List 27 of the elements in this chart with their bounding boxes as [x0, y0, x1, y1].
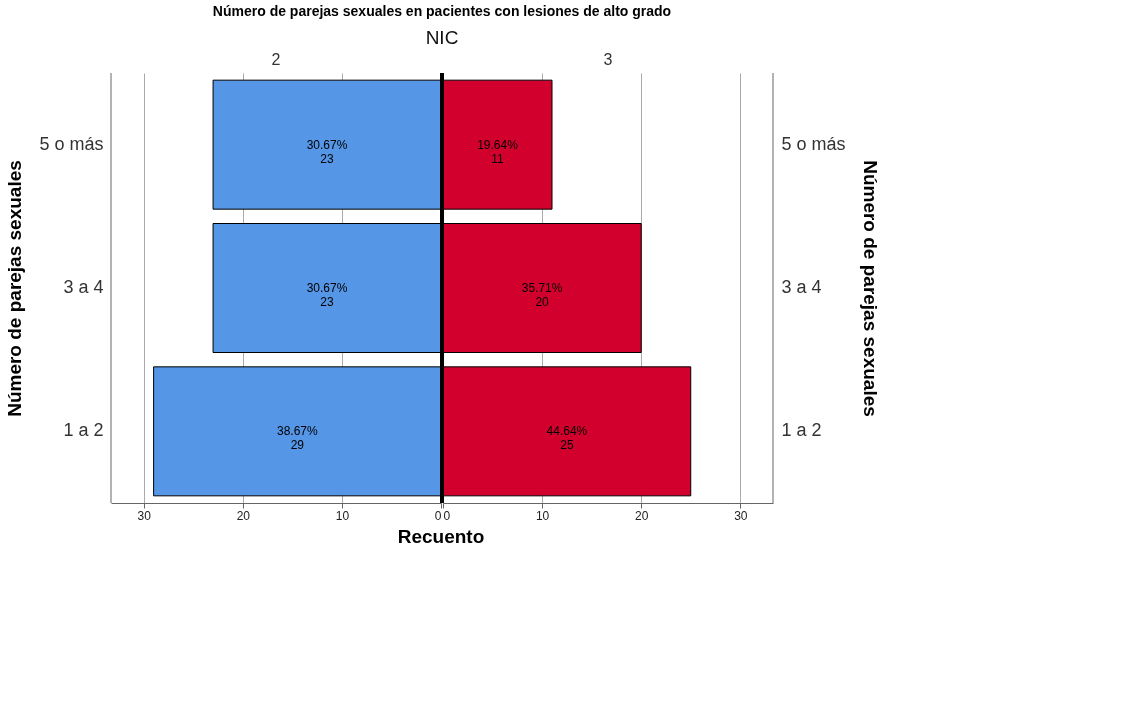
x-tick-label: 20 [236, 508, 251, 523]
data-label: 44.64% 25 [546, 424, 588, 453]
x-tick-label: 0 [434, 508, 442, 523]
y2-axis-title: Número de parejas sexuales [859, 160, 881, 417]
y-axis-title: Número de parejas sexuales [4, 160, 26, 417]
data-label: 30.67% 23 [306, 281, 348, 309]
data-label: 38.67% 29 [276, 424, 318, 453]
y-tick-label: 3 a 4 [63, 277, 104, 297]
data-label: 30.67% 23 [306, 137, 348, 166]
y-tick-label: 5 o más [781, 133, 846, 154]
data-label: 19.64% 11 [477, 137, 519, 166]
x-tick-label: 0 [443, 508, 451, 523]
y-tick-label: 1 a 2 [781, 420, 822, 441]
x-tick-label: 10 [335, 508, 350, 523]
data-label: 35.71% 20 [521, 281, 563, 309]
x-tick-label: 10 [535, 508, 550, 523]
text: 2 [271, 51, 281, 68]
y-tick-label: 3 a 4 [781, 277, 822, 297]
x-axis-title: Recuento [397, 526, 485, 547]
x-tick-label: 20 [635, 508, 649, 523]
y-tick-label: 1 a 2 [63, 420, 104, 441]
chart-subtitle: NIC [425, 27, 459, 48]
x-tick-label: 30 [734, 508, 748, 523]
text: 3 [603, 51, 613, 68]
chart-title: Número de parejas sexuales en pacientes con lesiones de alto grado [212, 3, 672, 19]
y-tick-label: 5 o más [39, 133, 104, 154]
x-tick-label: 30 [137, 508, 152, 523]
